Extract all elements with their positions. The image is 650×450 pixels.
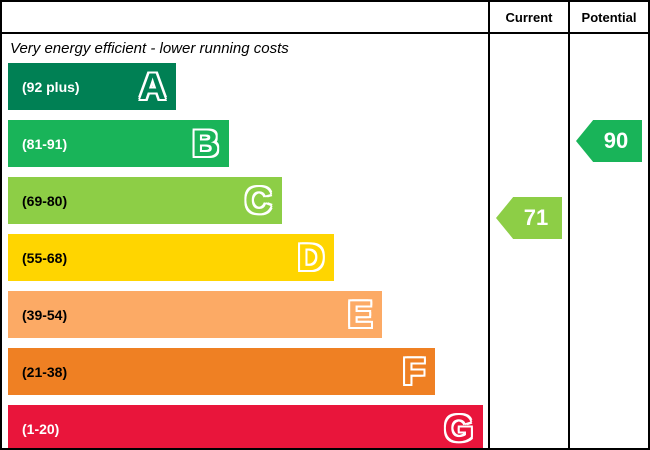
band-letter: A <box>139 66 166 107</box>
band-row-b: (81-91) B <box>8 120 488 167</box>
current-rating-arrow: 71 <box>496 197 562 239</box>
rating-scale-area: Very energy efficient - lower running co… <box>2 34 488 449</box>
potential-rating-value: 90 <box>603 128 629 153</box>
band-letter: C <box>244 180 272 221</box>
potential-column-header: Potential <box>581 9 637 25</box>
potential-rating-arrow: 90 <box>576 120 642 162</box>
potential-arrow-slot: 90 <box>570 120 648 162</box>
band-bar-c: (69-80) C <box>8 177 282 224</box>
band-bar-b: (81-91) B <box>8 120 229 167</box>
current-column-divider <box>488 2 490 448</box>
band-row-a: (92 plus) A <box>8 63 488 110</box>
band-bar-a: (92 plus) A <box>8 63 176 110</box>
band-letter: F <box>402 351 426 392</box>
band-row-c: (69-80) C <box>8 177 488 224</box>
top-caption: Very energy efficient - lower running co… <box>10 40 289 57</box>
header-divider-line <box>2 32 648 34</box>
band-range-label: (21-38) <box>22 363 68 380</box>
band-bar-e: (39-54) E <box>8 291 383 338</box>
band-range-label: (55-68) <box>22 249 68 266</box>
band-letter: B <box>192 123 219 164</box>
current-rating-value: 71 <box>523 205 549 230</box>
band-row-e: (39-54) E <box>8 291 488 338</box>
band-letter: D <box>297 237 325 278</box>
current-column-header: Current <box>505 9 553 25</box>
band-bar-g: (1-20) G <box>8 405 484 449</box>
band-bar-d: (55-68) D <box>8 234 335 281</box>
band-range-label: (81-91) <box>22 135 68 152</box>
rating-bands: (92 plus) A (81-91) B (69-80) C (55-68) <box>2 61 488 449</box>
band-row-f: (21-38) F <box>8 348 488 395</box>
band-range-label: (69-80) <box>22 192 68 209</box>
band-range-label: (39-54) <box>22 306 68 323</box>
potential-column-divider <box>568 2 570 448</box>
band-letter: E <box>347 294 373 335</box>
band-bar-f: (21-38) F <box>8 348 436 395</box>
band-range-label: (1-20) <box>22 420 60 437</box>
band-row-g: (1-20) G <box>8 405 488 449</box>
current-arrow-slot: 71 <box>490 197 568 239</box>
band-row-d: (55-68) D <box>8 234 488 281</box>
band-range-label: (92 plus) <box>22 78 80 95</box>
band-letter: G <box>444 408 474 449</box>
